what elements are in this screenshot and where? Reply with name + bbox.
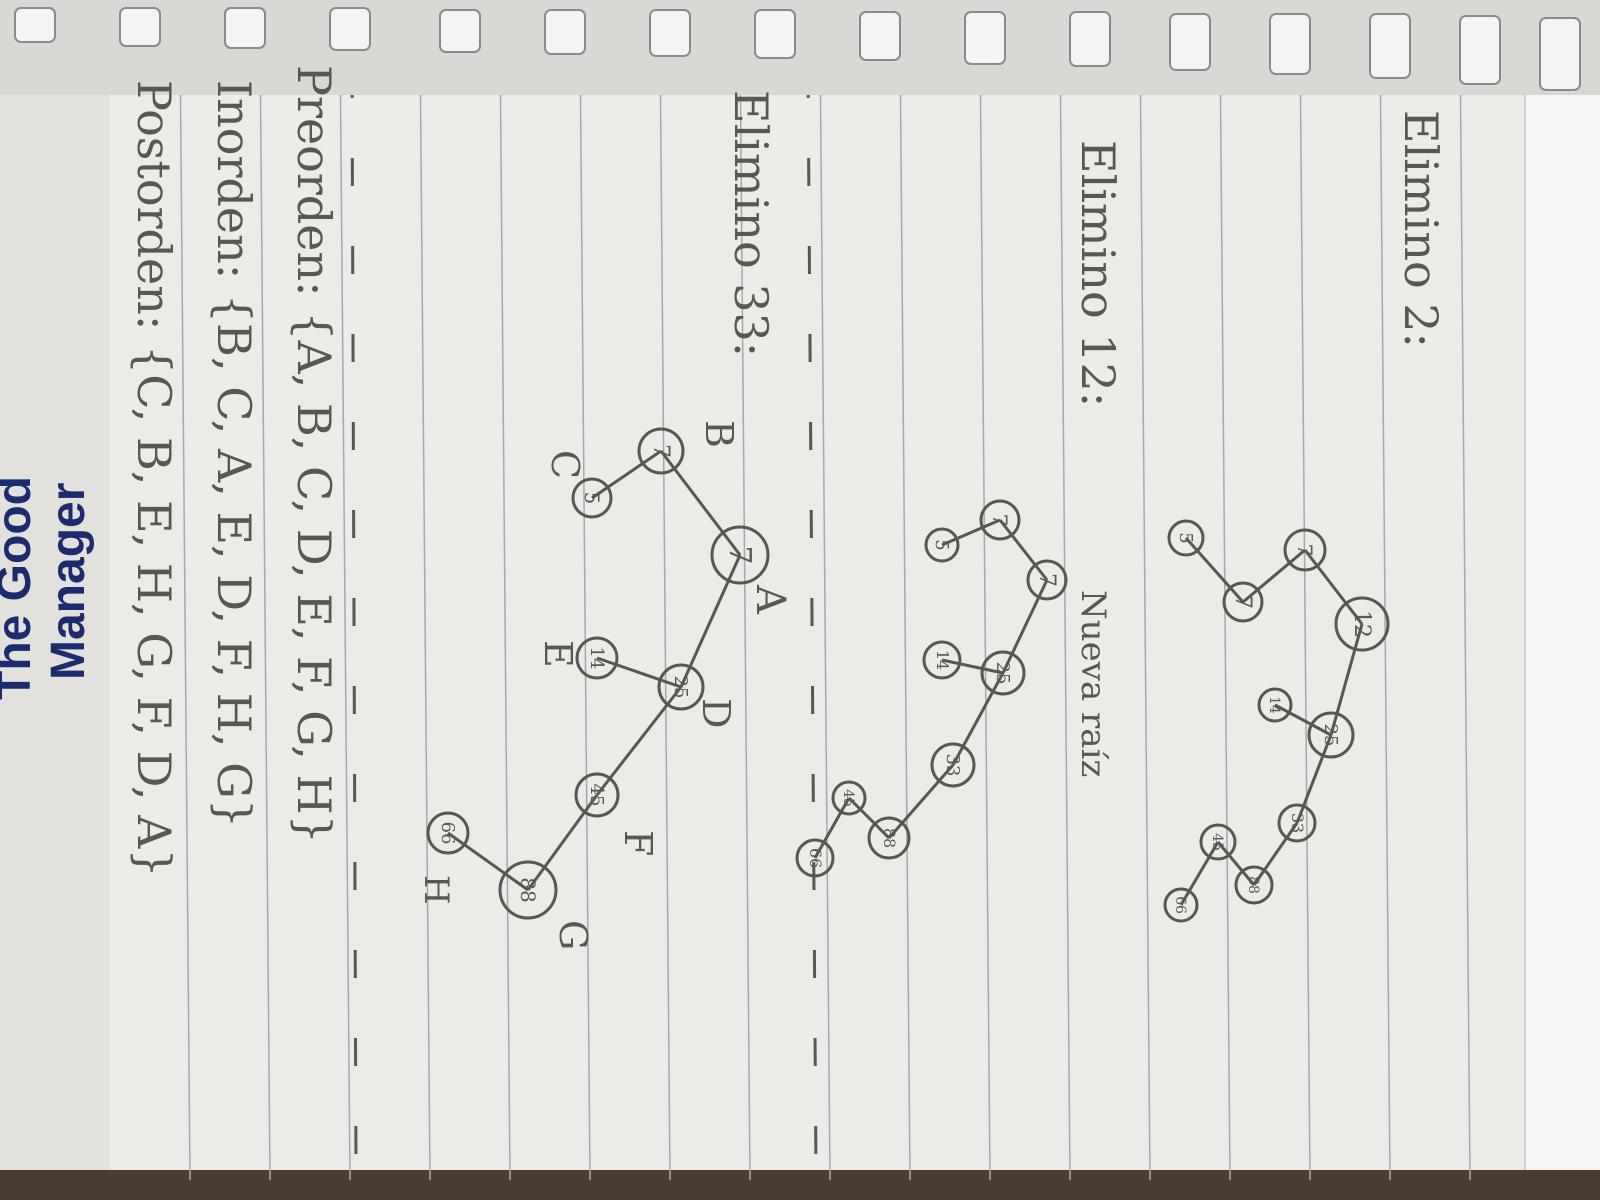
svg-text:33: 33	[942, 754, 963, 777]
tree1-node: 45	[1199, 823, 1237, 861]
svg-text:25: 25	[1320, 724, 1341, 747]
tree1-node: 14	[1257, 687, 1293, 723]
svg-text:88: 88	[516, 877, 540, 902]
tree2-node: 33	[930, 742, 976, 788]
brand-logo: The Good Manager	[0, 476, 95, 700]
tree1-node: 5	[1167, 519, 1205, 557]
svg-text:7: 7	[1293, 544, 1317, 557]
svg-text:The Good: The Good	[0, 476, 41, 700]
tree2-node: 7	[1026, 559, 1068, 601]
svg-text:5: 5	[1175, 532, 1196, 543]
tree1-node: 7	[1283, 528, 1327, 572]
tree1-node: 7	[1222, 581, 1264, 623]
svg-text:66: 66	[1172, 896, 1188, 914]
node-letter: B	[697, 420, 741, 448]
tree1-node: 25	[1307, 711, 1355, 759]
tree2-node: 45	[831, 780, 867, 816]
tree1-node: 88	[1234, 865, 1274, 905]
tree1-node: 33	[1277, 803, 1317, 843]
tree2-node: 25	[980, 650, 1026, 696]
svg-text:25: 25	[670, 676, 691, 699]
tree3-node: 66	[426, 811, 470, 855]
tree3-node: 7	[710, 525, 770, 585]
svg-text:45: 45	[840, 789, 856, 807]
ruled-lines	[179, 39, 1471, 1181]
svg-text:88: 88	[1245, 876, 1261, 894]
svg-text:5: 5	[580, 492, 604, 505]
svg-text:33: 33	[1288, 813, 1307, 833]
tree3-letter-labels: A B C D E F G H	[416, 420, 793, 950]
svg-text:5: 5	[931, 539, 952, 550]
tree3-nodes: 7 7 5 25 14 45 88 66	[426, 427, 770, 920]
spiral-binding	[0, 0, 1600, 95]
tree2-edges	[813, 518, 1049, 859]
section1-heading: Elimino 2:	[1394, 110, 1448, 348]
node-letter: G	[551, 920, 595, 950]
svg-text:7: 7	[722, 545, 757, 564]
svg-text:7: 7	[1034, 573, 1059, 587]
svg-text:25: 25	[992, 662, 1013, 685]
svg-text:14: 14	[933, 650, 952, 670]
svg-text:14: 14	[586, 647, 607, 670]
svg-text:12: 12	[1349, 610, 1374, 638]
node-letter: H	[416, 875, 456, 905]
tree2-nodes: 7 7 5 25 14 33 88 45	[795, 499, 1068, 878]
tree2-node: 5	[924, 527, 960, 563]
svg-text:45: 45	[586, 784, 607, 807]
node-letter: D	[694, 698, 738, 728]
section2-heading: Elimino 12:	[1071, 140, 1125, 407]
tree1-nodes: 12 7 7 5 25 14 33 88	[1163, 519, 1390, 923]
tree3-node: 7	[637, 427, 685, 475]
svg-text:88: 88	[880, 828, 899, 848]
tree2-node: 14	[922, 640, 962, 680]
section3-heading: Elimino 33:	[724, 90, 778, 357]
tree1-node: 66	[1163, 887, 1199, 923]
svg-text:7: 7	[988, 514, 1012, 527]
svg-text:7: 7	[648, 444, 673, 458]
svg-text:45: 45	[1209, 833, 1225, 851]
tree2-node: 66	[795, 838, 835, 878]
tree3-node: 25	[657, 663, 705, 711]
tree2-node: 88	[867, 816, 911, 860]
tree3-node: 45	[574, 772, 620, 818]
tree3-node: 14	[575, 636, 619, 680]
tree3-node: 5	[571, 477, 613, 519]
node-letter: C	[543, 450, 587, 479]
svg-text:66: 66	[806, 848, 825, 868]
node-letter: F	[616, 830, 660, 856]
new-root-note: Nueva raíz	[1073, 590, 1113, 777]
inorder-line: Inorden: {B, C, A, E, D, F, H, G}	[207, 80, 261, 828]
postorder-line: Postorden: {C, B, E, H, G, F, D, A}	[127, 80, 181, 878]
svg-text:14: 14	[1266, 696, 1282, 714]
svg-text:Manager: Manager	[42, 483, 95, 680]
preorder-line: Preorden: {A, B, C, D, E, F, G, H}	[287, 65, 341, 844]
tree3-node: 88	[498, 860, 558, 920]
tree1-edges	[1179, 537, 1364, 906]
section-separators	[350, 69, 818, 1171]
svg-text:7: 7	[1230, 595, 1255, 609]
tree1-node: 12	[1334, 596, 1390, 652]
tree2-node: 7	[979, 499, 1021, 541]
svg-text:66: 66	[437, 822, 458, 845]
node-letter: A	[747, 584, 793, 615]
node-letter: E	[536, 640, 580, 668]
